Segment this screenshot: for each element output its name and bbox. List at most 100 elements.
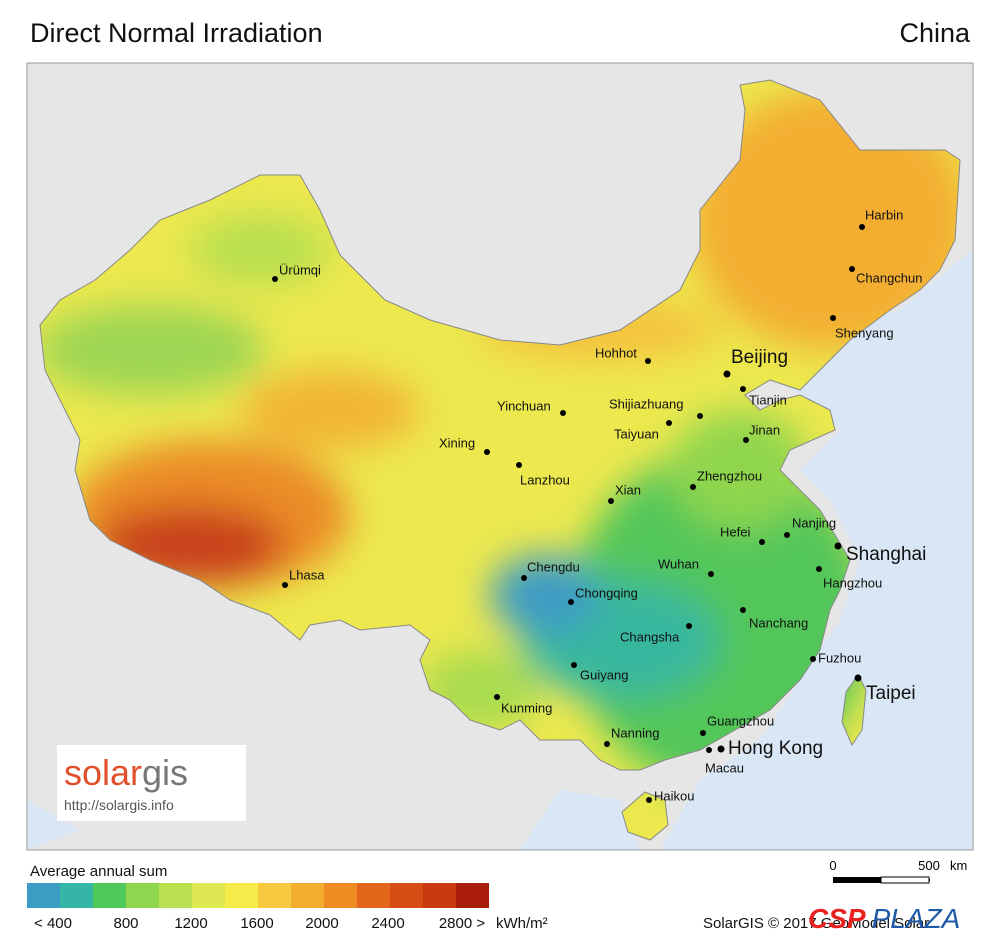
city-label: Beijing: [731, 347, 788, 368]
legend-swatch: [390, 883, 423, 908]
legend-swatch: [192, 883, 225, 908]
field-patch: [490, 555, 600, 635]
city-label: Changsha: [620, 629, 680, 644]
logo-url: http://solargis.info: [64, 797, 174, 813]
map-region: China: [899, 18, 971, 48]
sea: [27, 790, 640, 850]
city-label: Taipei: [866, 683, 916, 704]
legend-swatch: [258, 883, 291, 908]
field-patch: [40, 305, 265, 395]
city-label: Shijiazhuang: [609, 396, 683, 411]
city-dot: [697, 413, 703, 419]
city-dot: [723, 370, 731, 378]
logo-box: [57, 745, 246, 821]
legend-swatch: [159, 883, 192, 908]
city-label: Harbin: [865, 207, 903, 222]
city-dot: [759, 539, 765, 545]
city-label: Haikou: [654, 788, 694, 803]
city-dot: [282, 582, 288, 588]
city-label: Guiyang: [580, 667, 628, 682]
city-label: Taiyuan: [614, 426, 659, 441]
scale-label: 0: [829, 858, 836, 873]
legend-swatch: [357, 883, 390, 908]
city-label: Kunming: [501, 700, 552, 715]
city-labels: Ürümqi Harbin Changchun Shenyang Hohhot Beiji…: [272, 207, 926, 803]
legend-label: < 400: [34, 915, 72, 932]
field-patch: [690, 90, 960, 350]
city-dot: [859, 224, 865, 230]
legend-swatch: [225, 883, 258, 908]
legend-label: 800: [113, 915, 138, 932]
legend-swatch: [126, 883, 159, 908]
city-label: Wuhan: [658, 556, 699, 571]
map: [27, 63, 973, 850]
logo: solargis: [64, 752, 188, 793]
city-dot: [686, 623, 692, 629]
city-dot: [784, 532, 790, 538]
city-dot: [494, 694, 500, 700]
city-label: Jinan: [749, 422, 780, 437]
city-label: Ürümqi: [279, 262, 321, 277]
city-label: Hefei: [720, 524, 750, 539]
city-label: Chongqing: [575, 585, 638, 600]
city-dot: [854, 674, 862, 682]
legend-swatch: [27, 883, 60, 908]
field-patch: [190, 215, 330, 285]
city-label: Shenyang: [835, 325, 894, 340]
city-label: Yinchuan: [497, 398, 551, 413]
city-dot: [666, 420, 672, 426]
city-label: Guangzhou: [707, 713, 774, 728]
city-dot: [849, 266, 855, 272]
city-dot: [516, 462, 522, 468]
legend-label: 1600: [240, 915, 273, 932]
city-dot: [608, 498, 614, 504]
legend-swatch: [324, 883, 357, 908]
legend-title: Average annual sum: [30, 863, 167, 880]
legend-label: 1200: [174, 915, 207, 932]
logo-part: solar: [64, 752, 142, 793]
city-label: Nanchang: [749, 615, 808, 630]
field-patch: [670, 410, 810, 530]
city-dot: [810, 656, 816, 662]
city-label: Hohhot: [595, 345, 637, 360]
credit: SolarGIS © 2017 GeoModel Solar: [703, 915, 929, 932]
city-label: Lhasa: [289, 567, 325, 582]
legend-unit: kWh/m²: [496, 915, 548, 932]
city-label: Hangzhou: [823, 575, 882, 590]
city-dot: [604, 741, 610, 747]
field-patch: [240, 370, 420, 450]
city-dot: [272, 276, 278, 282]
legend-swatch: [423, 883, 456, 908]
legend-swatch: [93, 883, 126, 908]
city-label: Lanzhou: [520, 472, 570, 487]
scale-segment: [880, 876, 930, 884]
city-dot: [568, 599, 574, 605]
scale-label: 500: [918, 858, 940, 873]
city-dot: [646, 797, 652, 803]
watermark-part: CSP: [808, 903, 866, 934]
city-label: Tianjin: [749, 392, 787, 407]
city-dot: [834, 542, 842, 550]
watermark-part: PLAZA: [872, 903, 961, 934]
city-dot: [816, 566, 822, 572]
city-dot: [521, 575, 527, 581]
city-dot: [708, 571, 714, 577]
city-label: Hong Kong: [728, 738, 823, 759]
city-dot: [740, 607, 746, 613]
scale-segment: [833, 877, 881, 883]
legend-label: 2000: [305, 915, 338, 932]
city-label: Xining: [439, 435, 475, 450]
city-dot: [571, 662, 577, 668]
city-dot: [717, 745, 725, 753]
city-dot: [830, 315, 836, 321]
city-dot: [645, 358, 651, 364]
legend-swatch: [291, 883, 324, 908]
city-dot: [706, 747, 712, 753]
city-dot: [740, 386, 746, 392]
map-frame: [26, 62, 974, 851]
legend-label: 2400: [371, 915, 404, 932]
legend: < 400 800 1200 1600 2000 2400 2800 > kWh/m²: [27, 883, 548, 932]
city-label: Changchun: [856, 270, 923, 285]
city-dot: [700, 730, 706, 736]
